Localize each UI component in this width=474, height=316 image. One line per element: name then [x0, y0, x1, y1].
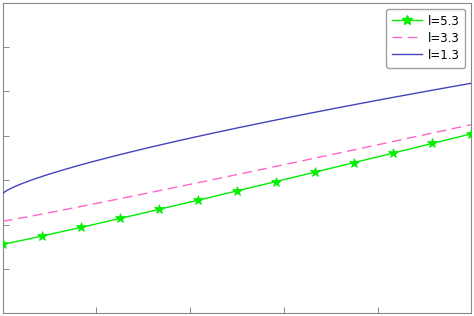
Legend: l=5.3, l=3.3, l=1.3: l=5.3, l=3.3, l=1.3 [386, 9, 465, 68]
